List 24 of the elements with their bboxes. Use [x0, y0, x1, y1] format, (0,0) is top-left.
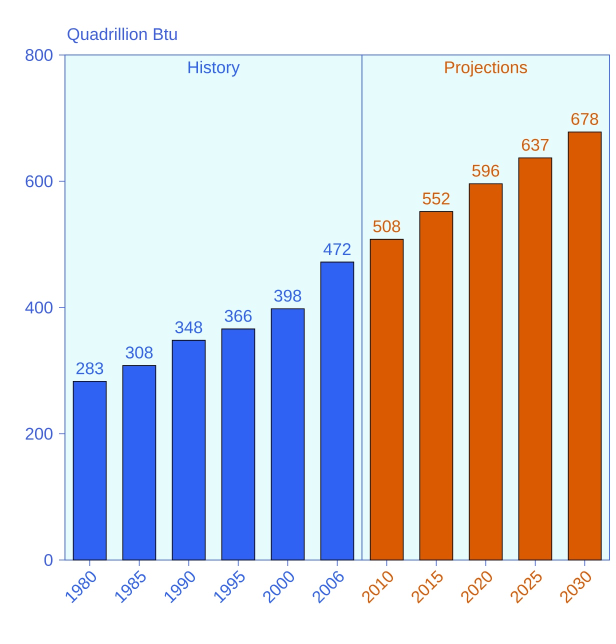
- bar: [518, 157, 552, 560]
- y-tick-label: 800: [26, 49, 52, 62]
- data-label: 348: [175, 321, 202, 334]
- data-label: 637: [522, 138, 549, 151]
- data-label: 678: [571, 112, 598, 125]
- y-tick-label: 400: [25, 302, 52, 314]
- data-label: 308: [126, 346, 153, 359]
- bar: [468, 183, 503, 560]
- data-label: 366: [224, 310, 252, 322]
- data-label: 596: [472, 164, 500, 177]
- bar: [419, 211, 454, 560]
- band-label: History: [188, 60, 240, 77]
- data-label: 398: [274, 290, 302, 302]
- data-label: 472: [324, 243, 351, 256]
- bar: [568, 132, 602, 560]
- bar: [370, 238, 404, 560]
- data-label: 508: [373, 220, 400, 232]
- band-label: Projections: [445, 60, 528, 77]
- y-tick-label: 0: [44, 554, 53, 566]
- y-tick-label: 200: [26, 428, 52, 440]
- data-label: 283: [76, 362, 104, 374]
- y-tick-label: 600: [26, 175, 52, 188]
- y-axis-title: Quadrillion Btu: [68, 28, 177, 44]
- data-label: 552: [422, 192, 450, 205]
